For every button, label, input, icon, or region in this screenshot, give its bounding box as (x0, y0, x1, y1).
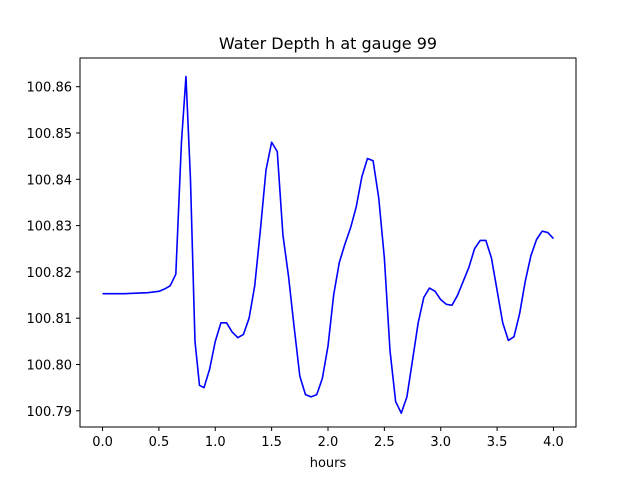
x-axis-label: hours (310, 456, 347, 471)
x-tick-label: 3.0 (430, 435, 451, 450)
y-tick-label: 100.80 (27, 358, 73, 373)
x-tick-label: 1.0 (205, 435, 226, 450)
x-tick-label: 0.0 (92, 435, 113, 450)
x-tick-label: 1.5 (261, 435, 282, 450)
plot-frame (79, 57, 577, 428)
y-tick-label: 100.84 (27, 173, 73, 188)
x-tick-label: 3.5 (487, 435, 508, 450)
series-line-1 (102, 75, 555, 414)
y-tick-label: 100.79 (27, 405, 73, 420)
x-tick-label: 4.0 (543, 435, 564, 450)
plot-area: 0.0 0.5 1.0 1.5 2.0 2.5 3.0 3.5 4.0 100.79 100.80 1… (27, 57, 577, 450)
y-tick-label: 100.85 (27, 127, 73, 142)
chart-title: Water Depth h at gauge 99 (219, 34, 437, 53)
y-tick-label: 100.86 (27, 81, 73, 96)
y-tick-label: 100.81 (27, 312, 73, 327)
x-tick-label: 2.0 (318, 435, 339, 450)
x-tick-label: 0.5 (149, 435, 170, 450)
y-tick-label: 100.82 (27, 266, 73, 281)
y-tick-label: 100.83 (27, 220, 73, 235)
x-tick-label: 2.5 (374, 435, 395, 450)
